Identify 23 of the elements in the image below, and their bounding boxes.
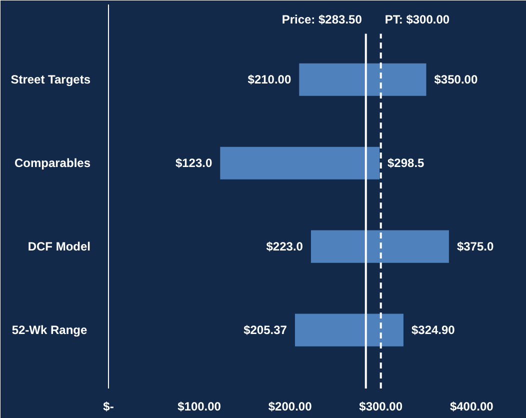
annotation: $375.0 bbox=[456, 240, 494, 254]
x-tick-label: $400.00 bbox=[450, 400, 494, 414]
bar bbox=[294, 314, 404, 346]
annotation: $223.0 bbox=[266, 240, 304, 254]
x-tick-label: $100.00 bbox=[178, 400, 222, 414]
x-tick-label: $- bbox=[103, 400, 114, 414]
annotation: $123.0 bbox=[175, 156, 212, 170]
y-tick-label: Comparables bbox=[14, 156, 91, 170]
bar bbox=[310, 230, 449, 263]
bar bbox=[299, 63, 426, 96]
annotation: $210.00 bbox=[248, 72, 292, 87]
ref-line-label: Price: $283.50 bbox=[282, 12, 362, 27]
ref-line-label: PT: $300.00 bbox=[384, 12, 450, 27]
annotation: $324.90 bbox=[411, 323, 456, 338]
annotation: $205.37 bbox=[244, 323, 288, 338]
y-tick-label: Street Targets bbox=[10, 72, 91, 87]
x-tick-label: $200.00 bbox=[268, 400, 312, 414]
x-tick-label: $300.00 bbox=[359, 400, 403, 414]
annotation: $298.5 bbox=[388, 156, 425, 170]
bar bbox=[220, 146, 380, 180]
annotation: $350.00 bbox=[434, 72, 478, 87]
y-tick-label: DCF Model bbox=[28, 240, 91, 254]
y-tick-label: 52-Wk Range bbox=[12, 323, 88, 338]
